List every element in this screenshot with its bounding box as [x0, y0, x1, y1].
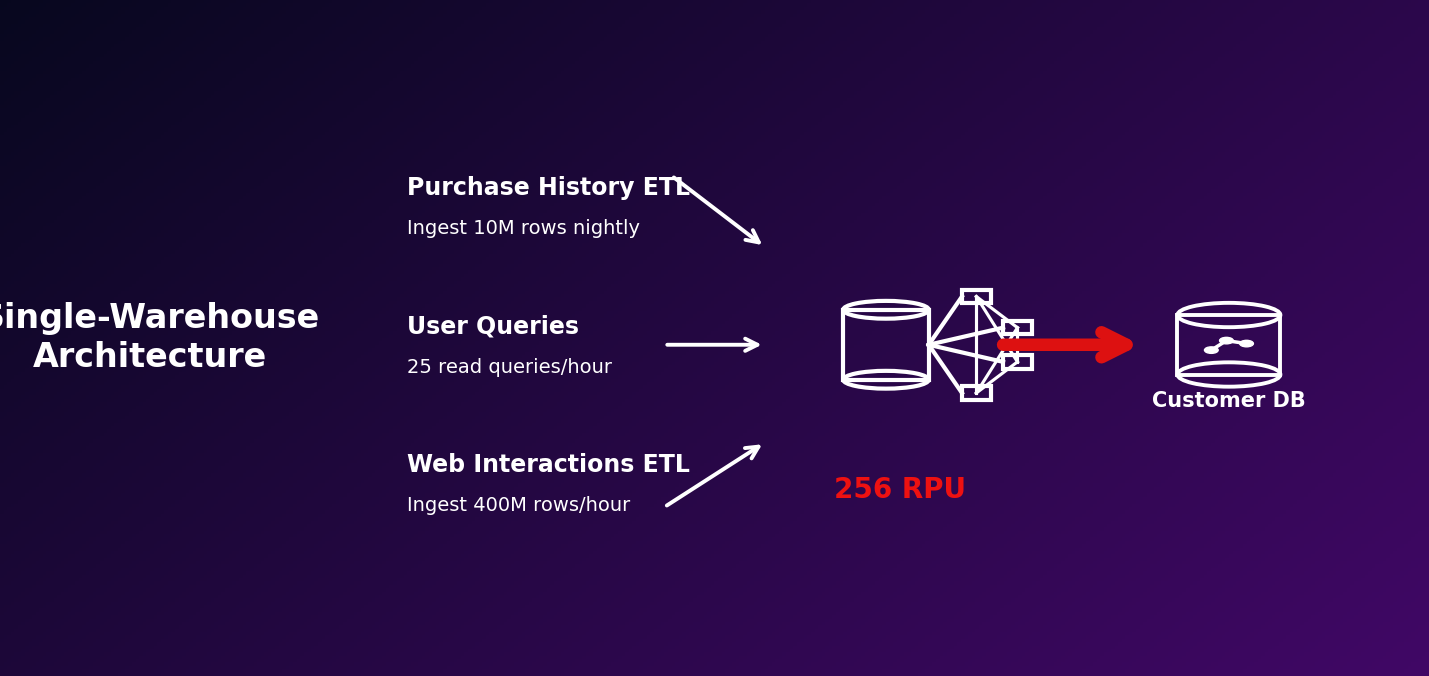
Text: User Queries: User Queries — [407, 314, 579, 339]
Circle shape — [1240, 340, 1253, 347]
Bar — [962, 290, 990, 304]
Circle shape — [1219, 337, 1233, 344]
Bar — [962, 386, 990, 400]
Text: Ingest 400M rows/hour: Ingest 400M rows/hour — [407, 496, 630, 515]
Circle shape — [1205, 347, 1218, 354]
Text: 256 RPU: 256 RPU — [835, 476, 966, 504]
Bar — [1003, 321, 1032, 335]
Text: Ingest 10M rows nightly: Ingest 10M rows nightly — [407, 219, 640, 238]
Text: Purchase History ETL: Purchase History ETL — [407, 176, 690, 200]
Text: 25 read queries/hour: 25 read queries/hour — [407, 358, 612, 377]
Bar — [1177, 315, 1280, 375]
Bar — [843, 310, 929, 380]
Text: Web Interactions ETL: Web Interactions ETL — [407, 453, 690, 477]
Text: Customer DB: Customer DB — [1152, 391, 1306, 411]
Bar — [1003, 355, 1032, 368]
Text: Single-Warehouse
Architecture: Single-Warehouse Architecture — [0, 302, 320, 374]
